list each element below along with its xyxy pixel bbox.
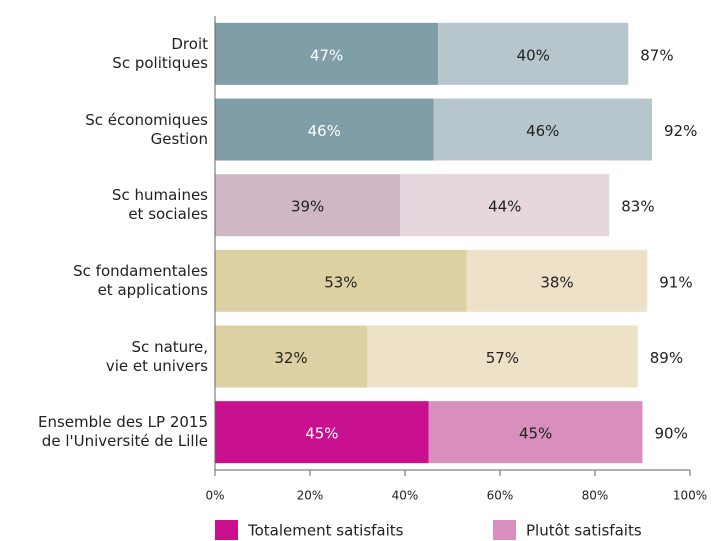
- category-label: Sc humaines et sociales: [111, 186, 208, 224]
- category-label: Sc économiques Gestion: [85, 110, 208, 148]
- legend-swatch: [215, 520, 238, 540]
- x-tick-label: 40%: [392, 489, 419, 503]
- bar-segment: [215, 98, 434, 161]
- value-label: 40%: [517, 46, 550, 64]
- value-label: 57%: [486, 349, 519, 367]
- value-label: 38%: [540, 273, 573, 291]
- bar-segment: [215, 401, 429, 464]
- x-tick-label: 60%: [487, 489, 514, 503]
- x-tick-label: 0%: [205, 489, 224, 503]
- category-label: Droit Sc politiques: [112, 34, 208, 72]
- total-label: 92%: [664, 122, 697, 140]
- category-label: Sc nature, vie et univers: [105, 337, 208, 375]
- bar-segment: [215, 249, 467, 312]
- bar-segment: [215, 325, 367, 388]
- category-label: Ensemble des LP 2015 de l'Université de …: [37, 413, 208, 451]
- bar-segment: [433, 98, 652, 161]
- x-tick-label: 100%: [673, 489, 707, 503]
- value-label: 39%: [291, 198, 324, 216]
- bar-segment: [438, 22, 629, 85]
- legend-label: Totalement satisfaits: [247, 522, 404, 540]
- value-label: 32%: [274, 349, 307, 367]
- bar-segment: [367, 325, 638, 388]
- total-label: 90%: [655, 425, 688, 443]
- value-label: 45%: [519, 425, 552, 443]
- value-label: 45%: [305, 425, 338, 443]
- category-label: Sc fondamentales et applications: [73, 261, 208, 299]
- bar-segment: [215, 174, 401, 237]
- value-label: 44%: [488, 198, 521, 216]
- value-label: 46%: [308, 122, 341, 140]
- total-label: 87%: [640, 46, 673, 64]
- total-label: 89%: [650, 349, 683, 367]
- total-label: 91%: [659, 273, 692, 291]
- legend-label: Plutôt satisfaits: [526, 522, 642, 540]
- x-tick-label: 20%: [297, 489, 324, 503]
- bar-segment: [215, 22, 439, 85]
- x-tick-label: 80%: [582, 489, 609, 503]
- value-label: 47%: [310, 46, 343, 64]
- value-label: 46%: [526, 122, 559, 140]
- value-label: 53%: [324, 273, 357, 291]
- total-label: 83%: [621, 198, 654, 216]
- legend-swatch: [493, 520, 516, 540]
- bar-segment: [400, 174, 610, 237]
- bar-segment: [466, 249, 648, 312]
- bar-segment: [428, 401, 643, 464]
